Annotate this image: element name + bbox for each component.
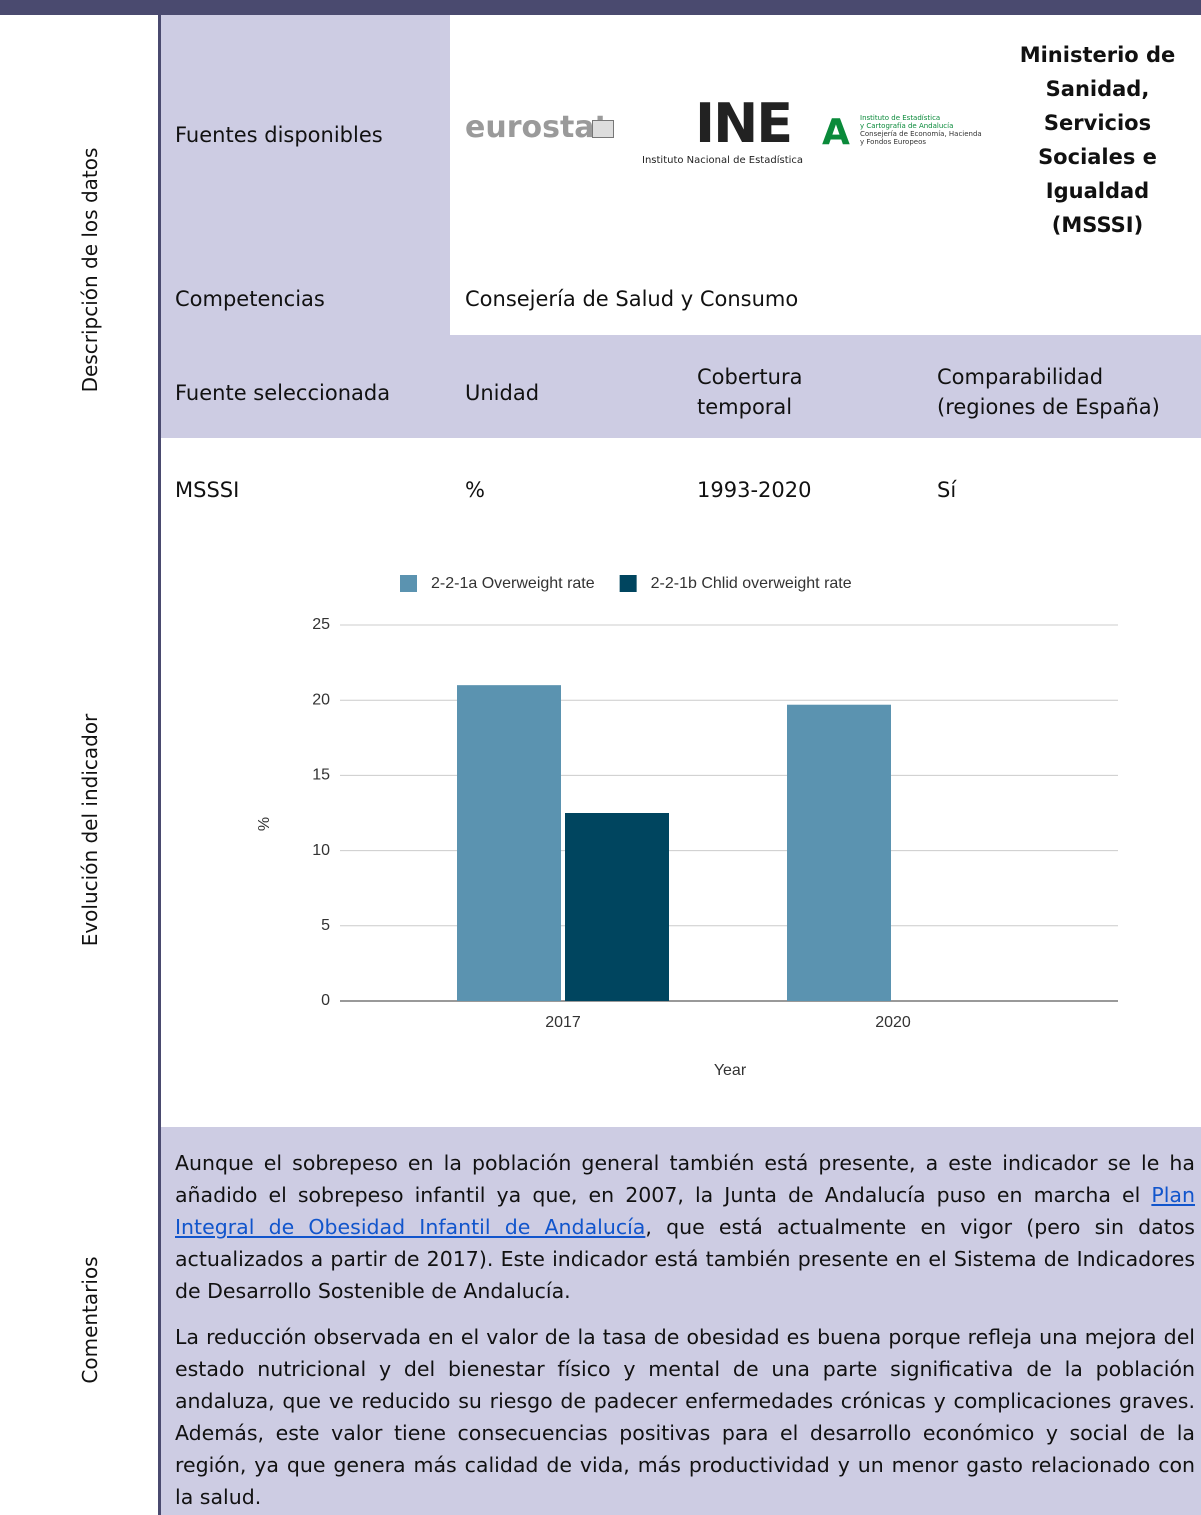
eurostat-logo: eurostat (465, 110, 609, 145)
header-cell: Unidad (465, 381, 540, 405)
x-tick-label: 2020 (875, 1014, 911, 1031)
table-header (161, 335, 1201, 438)
legend-swatch (619, 575, 637, 592)
header-cell: Fuente seleccionada (175, 381, 391, 405)
text: Aunque el sobrepeso en la población gene… (175, 1151, 1195, 1207)
table-cell: 1993-2020 (697, 478, 812, 502)
ieca-line: Instituto de Estadística (860, 114, 941, 122)
ieca-logo: Instituto de Estadística y Cartografía d… (860, 114, 982, 146)
competencias-label: Competencias (175, 287, 325, 311)
table-cell: % (465, 478, 485, 502)
legend-label: 2-2-1b Chlid overweight rate (651, 575, 852, 592)
ieca-line: y Fondos Europeos (860, 138, 927, 146)
top-bar (0, 0, 1201, 15)
comments-box: Aunque el sobrepeso en la población gene… (161, 1127, 1201, 1515)
bar (787, 704, 891, 1001)
y-tick-label: 25 (312, 616, 330, 633)
chart: 0 5 10 15 20 25% Year 2017 2020 2-2-1a Overweight… (256, 575, 1118, 1079)
ieca-line: y Cartografía de Andalucía (860, 122, 954, 130)
ieca-mark: A (822, 112, 850, 153)
table-cell: Sí (937, 478, 957, 502)
y-tick-label: 0 (321, 992, 330, 1009)
ministry: Ministerio de Sanidad, Servicios Sociale… (1019, 43, 1176, 237)
ine-logo: INE (695, 92, 793, 155)
legend-swatch (400, 575, 417, 592)
y-tick-label: 10 (312, 842, 330, 859)
link[interactable]: Plan Integral de Obesidad Infantil de An… (175, 1183, 1195, 1239)
y-tick-label: 5 (321, 917, 330, 934)
competencias-value: Consejería de Salud y Consumo (465, 287, 799, 311)
header-cell: Cobertura temporal (697, 365, 803, 419)
paragraph: Aunque el sobrepeso en la población gene… (175, 1147, 1195, 1307)
y-axis-label: % (256, 817, 273, 831)
header-cell: Comparabilidad (regiones de España) (937, 365, 1160, 419)
label-cell (161, 250, 450, 335)
legend-label: 2-2-1a Overweight rate (431, 575, 595, 592)
text: , que está actualmente en vigor (pero si… (175, 1215, 1195, 1303)
eu-flag (592, 120, 614, 138)
x-axis-label: Year (714, 1062, 747, 1079)
bar (565, 813, 669, 1001)
ine-caption: Instituto Nacional de Estadística (642, 155, 804, 166)
comments-text: Aunque el sobrepeso en la población gene… (161, 1127, 1201, 1513)
bar (457, 685, 561, 1001)
section-label: Comentarios (78, 1256, 102, 1384)
sources-label: Fuentes disponibles (175, 123, 383, 147)
ieca-line: Consejería de Economía, Hacienda (860, 130, 982, 138)
y-tick-label: 20 (312, 691, 330, 708)
y-tick-label: 15 (312, 767, 330, 784)
table-cell: MSSSI (175, 478, 240, 502)
side-rule (158, 15, 161, 1515)
x-tick-label: 2017 (545, 1014, 581, 1031)
paragraph: La reducción observada en el valor de la… (175, 1325, 1195, 1509)
